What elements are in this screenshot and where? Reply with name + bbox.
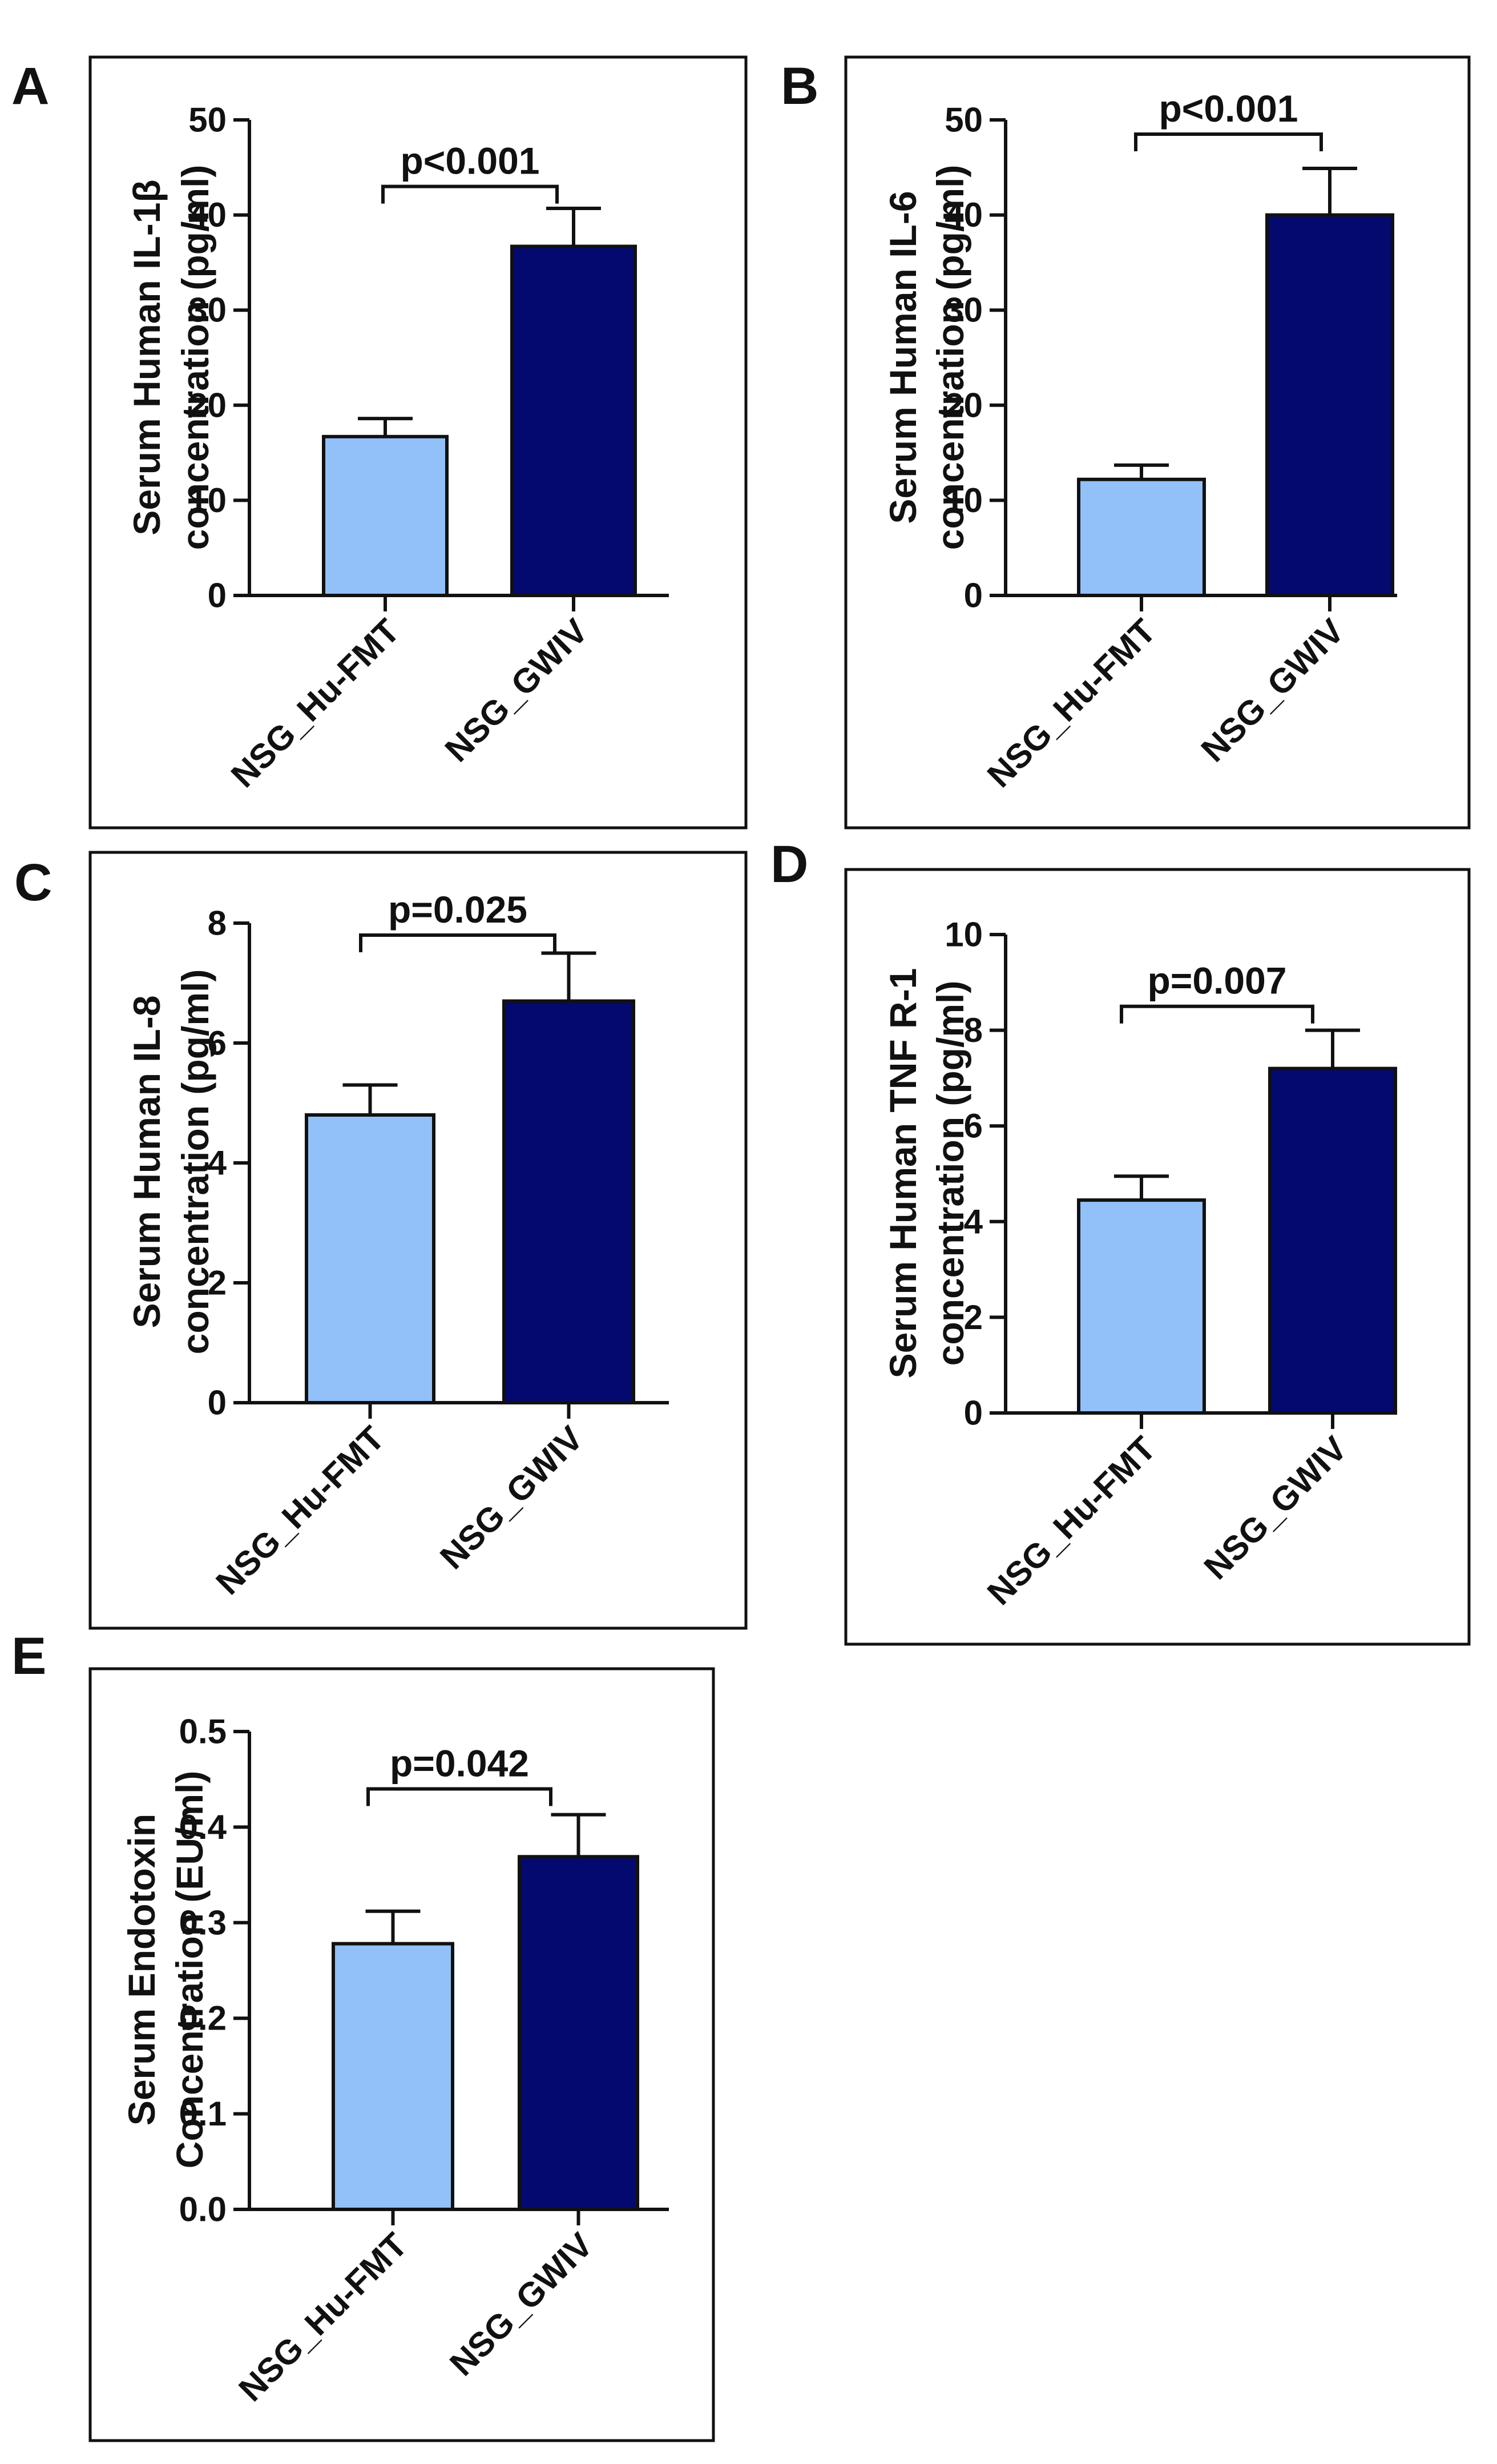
chart-panel-c: C 0 2 4 6 8 NSG_Hu-FMT NSG_GWIV p=0.025 Serum Hum… [14,851,748,1630]
chart-panel-a: A 0 10 20 30 40 50 NSG_Hu-FMT NSG_GWIV p<0.001 Ser… [11,55,748,830]
bar-hu-fmt [1077,477,1206,597]
significance-label: p=0.007 [1147,960,1286,1002]
y-tick-label: 10 [188,481,227,520]
chart-panel-d: D 0 2 4 6 8 10 NSG_Hu-FMT NSG_GWIV p=0.007 Serum H… [770,835,1471,1646]
y-axis-label: Serum Human IL-8 [126,995,168,1328]
x-category-label: NSG_GWIV [1197,1429,1354,1587]
y-tick-label: 0.4 [179,1808,227,1846]
panel-letter: B [781,57,818,115]
y-tick-label: 0 [964,577,983,615]
significance-label: p=0.025 [388,888,527,931]
bar-gwiv [510,244,637,597]
y-tick-label: 6 [964,1107,983,1145]
x-category-label: NSG_GWIV [433,1419,590,1576]
panel-frame [844,55,1471,830]
x-category-label: NSG_Hu-FMT [980,611,1163,795]
significance-label: p<0.001 [400,140,539,182]
significance-bracket [381,184,559,204]
chart-panel-e: E 0.0 0.1 0.2 0.3 0.4 0.5 NSG_Hu-FMT NSG_GWIV p=0… [11,1627,715,2442]
y-tick-label: 40 [945,196,983,234]
significance-label: p<0.001 [1159,87,1298,130]
bar-hu-fmt [1077,1198,1206,1415]
y-tick-label: 0 [964,1394,983,1432]
y-tick-label: 30 [188,291,227,329]
significance-bracket [1120,1004,1314,1024]
y-tick-label: 0.0 [179,2191,227,2229]
panel-frame [88,55,748,830]
significance-label: p=0.042 [390,1742,529,1784]
bar-gwiv [1268,1066,1397,1415]
bar-gwiv [502,999,635,1404]
chart-panel-b: B 0 10 20 30 40 50 NSG_Hu-FMT NSG_GWIV p<0.001 Ser… [781,55,1471,830]
y-tick-label: 0.5 [179,1713,227,1751]
panel-frame [88,851,748,1630]
y-tick-label: 50 [188,101,227,139]
y-axis-label: Serum Endotoxin [120,1814,163,2125]
y-tick-label: 20 [945,386,983,424]
x-category-label: NSG_GWIV [1194,611,1351,769]
y-tick-label: 2 [208,1264,227,1302]
y-axis-label: Serum Human IL-1β [126,179,168,535]
y-tick-label: 10 [945,481,983,520]
y-tick-label: 0 [208,1384,227,1422]
panel-letter: C [14,853,52,912]
x-category-label: NSG_Hu-FMT [231,2225,414,2409]
y-axis-label: concentration (pg/ml) [174,165,216,550]
y-tick-label: 4 [208,1144,227,1182]
y-tick-label: 8 [208,904,227,943]
y-tick-label: 4 [964,1202,983,1241]
panel-frame [844,868,1471,1646]
y-tick-label: 20 [188,386,227,424]
y-axis-label: concentration (pg/ml) [929,165,971,550]
x-category-label: NSG_Hu-FMT [208,1419,392,1602]
y-axis-label: Serum Human TNF R-1 [882,968,924,1379]
bar-hu-fmt [305,1113,435,1404]
panel-letter: A [11,57,49,115]
y-tick-label: 0.3 [179,1903,227,1942]
y-tick-label: 0.2 [179,1999,227,2038]
y-axis-label: Serum Human IL-6 [882,191,924,524]
significance-bracket [359,933,556,952]
y-tick-label: 0 [208,577,227,615]
x-category-label: NSG_GWIV [438,611,595,769]
panel-letter: E [11,1627,46,1685]
y-tick-label: 8 [964,1011,983,1049]
y-tick-label: 6 [208,1024,227,1062]
panel-frame [88,1667,715,2442]
significance-bracket [1134,132,1323,151]
y-tick-label: 30 [945,291,983,329]
y-axis-label: concentration (pg/ml) [174,969,216,1355]
y-axis-label: concentration (pg/ml) [929,981,971,1366]
significance-bracket [366,1787,552,1806]
y-tick-label: 40 [188,196,227,234]
y-tick-label: 2 [964,1298,983,1336]
x-category-label: NSG_GWIV [442,2225,600,2383]
panel-letter: D [770,835,808,893]
y-tick-label: 50 [945,101,983,139]
y-tick-label: 10 [945,916,983,954]
y-axis-label: Concentration (EU/ml) [168,1771,211,2169]
bar-hu-fmt [332,1942,454,2211]
bar-hu-fmt [322,434,449,597]
x-category-label: NSG_Hu-FMT [980,1429,1163,1612]
bar-gwiv [518,1855,639,2211]
bar-gwiv [1265,213,1394,598]
x-category-label: NSG_Hu-FMT [224,611,407,795]
y-tick-label: 0.1 [179,2095,227,2133]
